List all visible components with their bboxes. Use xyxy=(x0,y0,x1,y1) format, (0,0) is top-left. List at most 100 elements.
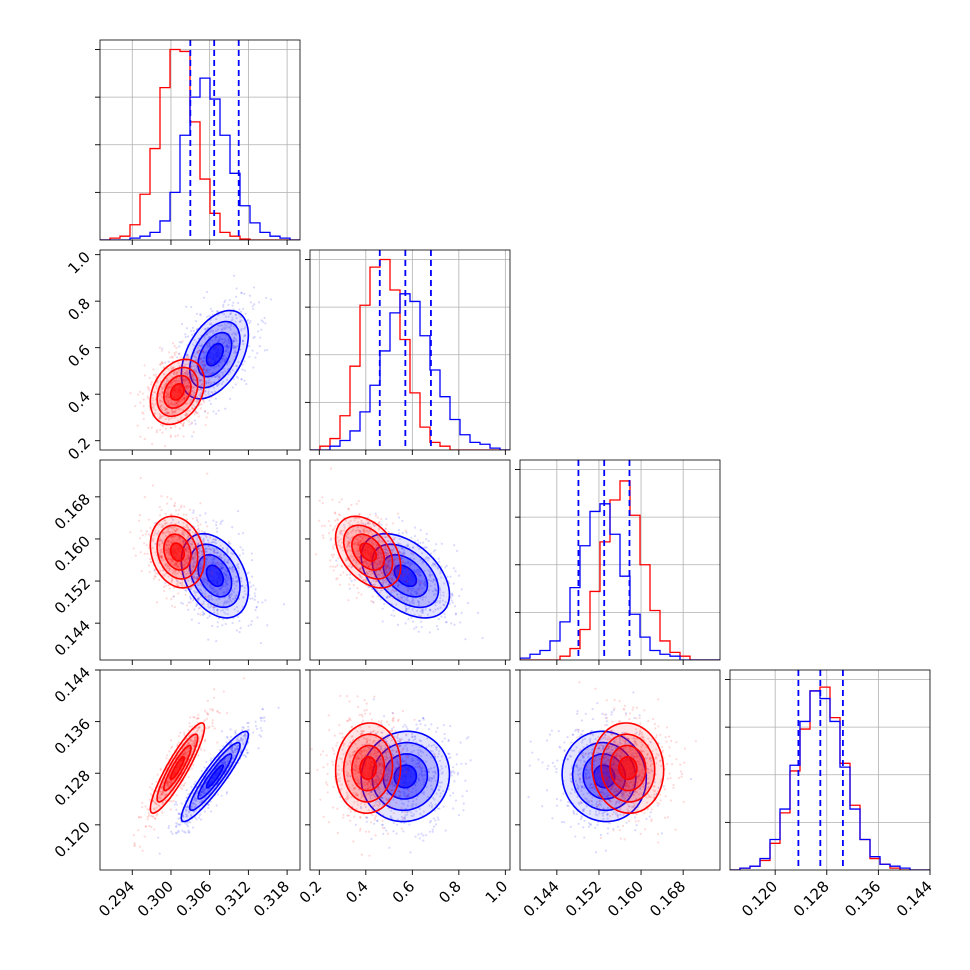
scatter-point xyxy=(385,562,388,566)
scatter-point xyxy=(227,756,230,760)
scatter-point xyxy=(159,569,162,572)
scatter-point xyxy=(190,580,193,584)
scatter-point xyxy=(192,546,196,549)
scatter-point xyxy=(192,373,195,376)
scatter-point xyxy=(209,381,212,384)
scatter-point xyxy=(181,581,184,584)
scatter-point xyxy=(234,751,237,754)
scatter-point xyxy=(401,560,405,563)
scatter-point xyxy=(217,409,220,412)
scatter-point xyxy=(200,383,204,386)
scatter-point xyxy=(249,597,252,600)
scatter-point xyxy=(170,745,174,748)
density-fill xyxy=(170,383,185,400)
scatter-point xyxy=(208,606,211,609)
scatter-point xyxy=(139,435,142,438)
scatter-point xyxy=(176,572,179,575)
scatter-point xyxy=(402,555,405,558)
scatter-point xyxy=(145,544,148,547)
scatter-point xyxy=(384,536,387,539)
scatter-point xyxy=(183,378,186,381)
scatter-point xyxy=(203,365,206,368)
scatter-point xyxy=(216,328,220,331)
scatter-point xyxy=(357,548,360,552)
scatter-point xyxy=(192,390,195,393)
scatter-point xyxy=(394,558,397,561)
scatter-point xyxy=(170,580,173,583)
scatter-point xyxy=(240,327,243,331)
scatter-point xyxy=(261,707,264,710)
scatter-point xyxy=(184,373,187,376)
scatter-point xyxy=(168,775,171,778)
scatter-point xyxy=(225,741,228,744)
scatter-point xyxy=(172,366,175,369)
scatter-point xyxy=(412,587,415,590)
scatter-point xyxy=(165,412,169,415)
scatter-point xyxy=(221,328,224,331)
scatter-point xyxy=(211,598,214,601)
scatter-point xyxy=(223,354,226,357)
scatter-point xyxy=(224,299,227,302)
scatter-point xyxy=(392,569,395,572)
scatter-point xyxy=(184,548,187,551)
scatter-point xyxy=(222,380,225,383)
scatter-point xyxy=(405,599,408,602)
scatter-point xyxy=(370,533,374,536)
scatter-point xyxy=(384,548,387,551)
scatter-point xyxy=(224,760,227,764)
scatter-point xyxy=(177,812,180,815)
scatter-point xyxy=(216,593,219,596)
scatter-point xyxy=(183,733,186,737)
scatter-point xyxy=(191,569,194,572)
scatter-point xyxy=(348,545,351,548)
scatter-point xyxy=(329,559,332,562)
scatter-point xyxy=(222,745,225,748)
scatter-point xyxy=(358,542,362,545)
scatter-point xyxy=(227,339,231,343)
scatter-point xyxy=(188,409,191,413)
scatter-point xyxy=(214,538,217,541)
scatter-point xyxy=(182,541,185,544)
scatter-point xyxy=(393,564,396,567)
scatter-point xyxy=(161,390,164,393)
scatter-point xyxy=(156,380,159,383)
scatter-point xyxy=(224,580,227,583)
scatter-point xyxy=(250,559,254,562)
scatter-point xyxy=(376,553,379,557)
scatter-point xyxy=(362,522,365,525)
scatter-point xyxy=(219,522,222,525)
scatter-point xyxy=(170,409,173,413)
scatter-point xyxy=(425,537,428,541)
scatter-point xyxy=(177,369,180,372)
scatter-point xyxy=(406,568,409,571)
scatter-point xyxy=(204,351,207,354)
scatter-point xyxy=(241,548,244,551)
scatter-point xyxy=(162,525,165,528)
scatter-point xyxy=(178,537,181,540)
scatter-point xyxy=(170,800,173,803)
scatter-point xyxy=(226,587,229,591)
scatter-point xyxy=(444,566,447,569)
scatter-point xyxy=(208,598,211,601)
scatter-point xyxy=(403,561,406,564)
scatter-point xyxy=(225,590,228,593)
scatter-point xyxy=(259,641,262,645)
scatter-point xyxy=(359,531,362,534)
scatter-point xyxy=(216,625,219,628)
scatter-point xyxy=(136,393,140,396)
scatter-point xyxy=(161,526,164,529)
scatter-point xyxy=(380,554,383,557)
scatter-point xyxy=(140,529,143,532)
scatter-point xyxy=(199,358,202,361)
scatter-point xyxy=(254,356,257,359)
scatter-point xyxy=(403,553,406,557)
scatter-point xyxy=(206,411,209,415)
scatter-point xyxy=(185,815,188,818)
scatter-point xyxy=(339,538,343,541)
scatter-point xyxy=(232,345,235,348)
scatter-point xyxy=(187,391,190,394)
scatter-point xyxy=(177,371,180,374)
scatter-point xyxy=(158,346,162,349)
scatter-point xyxy=(190,543,194,546)
scatter-point xyxy=(451,593,454,596)
